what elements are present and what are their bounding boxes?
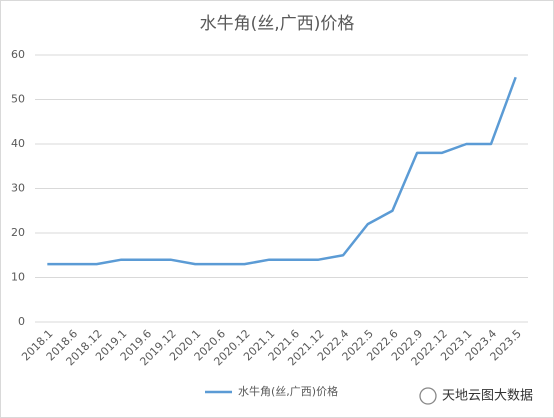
watermark-text: 天地云图大数据 bbox=[442, 389, 533, 404]
legend-label: 水牛角(丝,广西)价格 bbox=[238, 384, 338, 398]
y-tick-label: 20 bbox=[11, 226, 25, 239]
line-series bbox=[47, 76, 517, 266]
y-tick-label: 60 bbox=[11, 48, 25, 61]
y-tick-label: 50 bbox=[11, 93, 25, 106]
y-tick-label: 30 bbox=[11, 182, 25, 195]
watermark-icon bbox=[419, 387, 437, 405]
chart-title: 水牛角(丝,广西)价格 bbox=[200, 14, 355, 34]
watermark: 天地云图大数据 bbox=[419, 387, 533, 405]
y-tick-label: 10 bbox=[11, 271, 25, 284]
y-tick-label: 0 bbox=[18, 315, 25, 328]
y-tick-label: 40 bbox=[11, 137, 25, 150]
